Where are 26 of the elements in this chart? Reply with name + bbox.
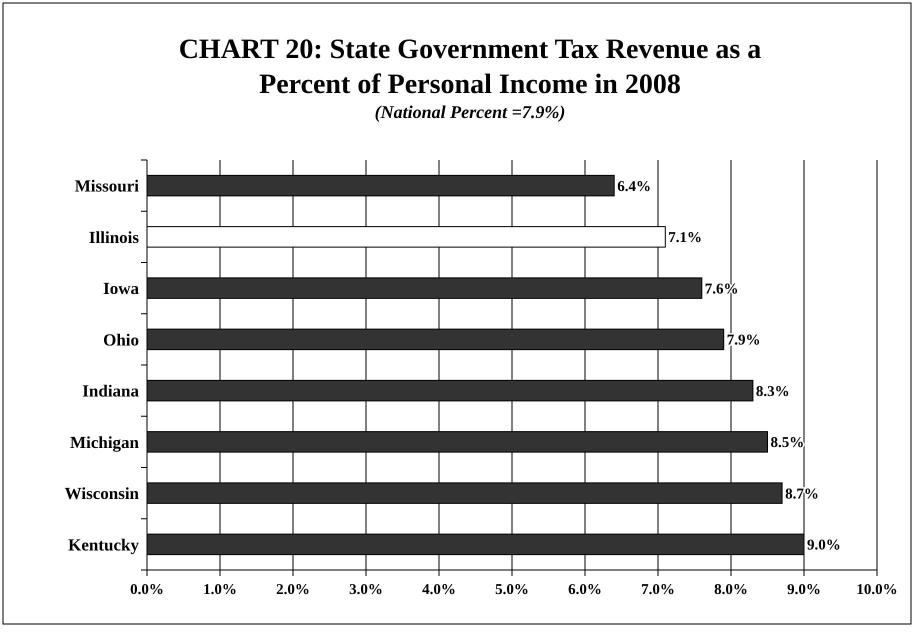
x-tick-label: 9.0% [787,582,821,598]
x-tick-label: 2.0% [276,582,310,598]
x-tick-label: 7.0% [641,582,675,598]
data-label: 8.3% [756,384,790,400]
x-tick-label: 5.0% [495,582,529,598]
chart-subtitle: (National Percent =7.9%) [374,102,566,122]
data-label: 6.4% [617,178,651,195]
x-tick-label: 4.0% [422,582,456,598]
y-tick-label: Michigan [70,432,140,452]
x-tick-label: 1.0% [203,582,237,598]
y-tick-label: Iowa [103,279,140,298]
chart-title: CHART 20: State Government Tax Revenue as a Percent of Personal Income in 2008 [178,34,762,100]
x-tick-label: 3.0% [349,582,383,598]
data-label: 7.1% [668,230,702,246]
y-tick-label: Missouri [74,176,140,196]
data-label: 8.5% [770,435,804,452]
x-tick-label: 0.0% [130,582,164,598]
y-tick-label: Indiana [82,382,140,401]
y-tick-label: Kentucky [68,535,140,554]
x-tick-label: 6.0% [568,582,602,598]
x-tick-label: 10.0% [856,582,898,598]
y-tick-label: Wisconsin [64,484,140,504]
data-label: 9.0% [807,538,841,554]
x-tick-label: 8.0% [714,582,748,598]
y-tick-label: Illinois [88,228,140,247]
y-tick-label: Ohio [103,330,139,350]
